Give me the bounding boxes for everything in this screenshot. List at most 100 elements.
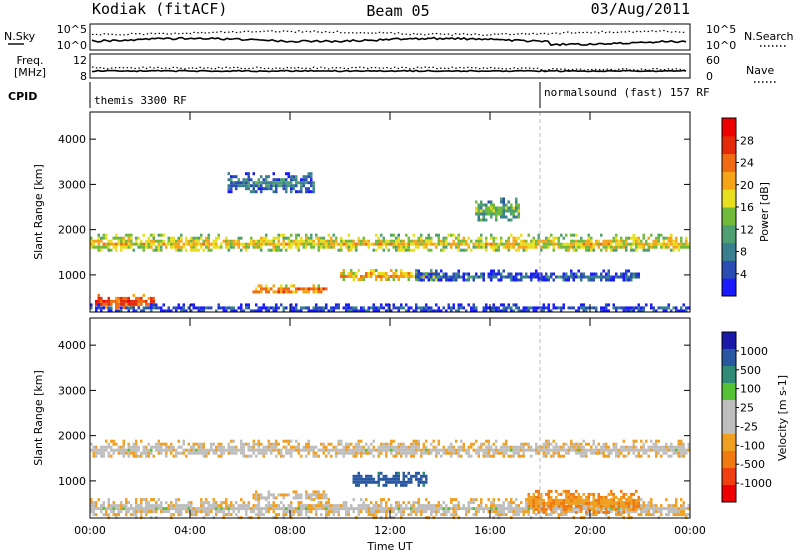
- power-cell: [282, 187, 285, 191]
- power-cell: [475, 306, 478, 310]
- velocity-cell: [665, 513, 668, 517]
- power-cell: [285, 284, 288, 288]
- x-tick-label: 04:00: [174, 524, 206, 537]
- power-cell: [605, 245, 608, 249]
- velocity-cell: [267, 439, 270, 443]
- velocity-cell: [497, 498, 500, 502]
- power-cell: [535, 275, 538, 279]
- power-cell: [160, 309, 163, 313]
- velocity-cell: [267, 510, 270, 514]
- power-cell: [215, 309, 218, 313]
- power-cell: [337, 248, 340, 252]
- power-cell: [562, 275, 565, 279]
- power-cell: [230, 178, 233, 182]
- power-cell: [595, 242, 598, 246]
- power-cell: [652, 242, 655, 246]
- velocity-cell: [132, 507, 135, 511]
- power-cell: [632, 272, 635, 276]
- velocity-cell: [275, 439, 278, 443]
- power-cell: [490, 209, 493, 213]
- noise-panel-frame: [89, 23, 691, 51]
- power-cell: [377, 275, 380, 278]
- velocity-cell: [107, 501, 110, 505]
- power-cell: [377, 245, 380, 249]
- power-cell: [305, 287, 308, 291]
- velocity-cell: [467, 501, 470, 505]
- velocity-cell: [192, 513, 195, 517]
- power-cell: [227, 190, 230, 194]
- power-cell: [650, 303, 653, 307]
- velocity-cell: [495, 448, 498, 452]
- velocity-cell: [285, 448, 288, 452]
- power-cell: [632, 306, 635, 310]
- velocity-cell: [230, 448, 233, 452]
- velocity-cell: [322, 451, 325, 455]
- velocity-cell: [470, 445, 473, 449]
- velocity-cell: [112, 510, 115, 514]
- velocity-cell: [425, 448, 428, 452]
- power-cell: [290, 290, 293, 294]
- velocity-cell: [92, 501, 95, 505]
- velocity-cell: [355, 480, 358, 484]
- velocity-cell: [375, 480, 378, 484]
- power-cell: [605, 248, 608, 252]
- velocity-cell: [657, 507, 660, 511]
- velocity-cell: [392, 510, 395, 514]
- velocity-cell: [292, 490, 295, 494]
- velocity-cell: [307, 442, 310, 446]
- power-cell: [662, 306, 665, 310]
- power-cell: [212, 242, 215, 246]
- power-cell: [107, 302, 110, 306]
- power-cell: [425, 275, 428, 279]
- power-cell: [247, 178, 250, 182]
- velocity-cell: [345, 451, 348, 455]
- power-cell: [350, 275, 353, 278]
- power-cell: [655, 309, 658, 313]
- velocity-cell: [222, 513, 225, 517]
- power-cell: [600, 275, 603, 279]
- velocity-cell: [177, 507, 180, 511]
- velocity-cell: [102, 445, 105, 449]
- power-cell: [665, 309, 668, 313]
- power-cell: [467, 242, 470, 246]
- power-cell: [180, 236, 183, 240]
- power-cell: [190, 245, 193, 249]
- velocity-cell: [257, 513, 260, 517]
- power-cell: [467, 236, 470, 240]
- velocity-cell: [585, 495, 588, 499]
- freq-tick-top: 12: [73, 54, 87, 67]
- velocity-cell: [610, 451, 613, 455]
- velocity-cell: [490, 510, 493, 514]
- velocity-cell: [385, 448, 388, 452]
- power-cell: [217, 303, 220, 307]
- power-cell: [317, 284, 320, 288]
- power-cell: [260, 290, 263, 294]
- power-cell: [150, 233, 153, 237]
- power-cell: [320, 242, 323, 246]
- power-cell: [432, 309, 435, 313]
- velocity-cell: [355, 474, 358, 478]
- velocity-cell: [432, 507, 435, 511]
- power-cell: [127, 233, 130, 237]
- power-cell: [160, 239, 163, 243]
- power-cell: [587, 278, 590, 282]
- velocity-cell: [620, 451, 623, 455]
- power-cell: [447, 242, 450, 246]
- power-cell: [297, 242, 300, 246]
- velocity-cell: [245, 454, 248, 458]
- power-cell: [270, 306, 273, 310]
- velocity-cell: [625, 454, 628, 458]
- velocity-y-tick-label: 1000: [58, 475, 86, 488]
- velocity-cell: [135, 510, 138, 514]
- power-cell: [245, 181, 248, 185]
- power-cell: [127, 306, 130, 310]
- power-cell: [150, 242, 153, 246]
- velocity-cell: [652, 504, 655, 508]
- velocity-cell: [600, 507, 603, 511]
- velocity-cell: [525, 448, 528, 452]
- power-cell: [602, 242, 605, 246]
- power-cell: [472, 303, 475, 307]
- power-cell: [192, 303, 195, 307]
- power-cell: [305, 233, 308, 237]
- power-cell: [192, 248, 195, 252]
